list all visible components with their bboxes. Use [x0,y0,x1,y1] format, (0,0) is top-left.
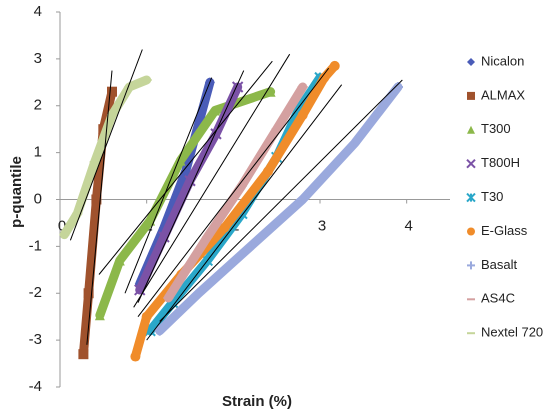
y-tick-label: -3 [29,331,42,348]
marker [466,158,476,169]
marker [175,155,186,166]
marker [467,58,475,66]
marker [329,60,340,71]
marker-part [91,194,102,205]
trend-line [137,70,245,303]
marker-part [114,255,125,266]
legend-label: T800H [481,155,520,170]
marker [210,105,221,116]
y-tick-label: 2 [34,97,42,114]
marker [83,288,94,299]
marker-part [467,125,475,134]
trend-line [69,49,143,241]
marker [158,231,170,243]
legend-label: ALMAX [481,87,525,102]
marker-part [83,288,94,299]
y-tick-label: 3 [34,50,42,67]
marker [319,72,330,83]
marker-part [158,231,170,243]
legend-label: E-Glass [481,223,528,238]
marker-part [210,128,222,140]
marker [91,194,102,205]
marker [245,241,256,252]
marker [141,311,152,322]
marker-part [180,166,191,177]
x-axis-title: Strain (%) [222,393,292,410]
marker [210,128,222,140]
marker-part [265,86,276,97]
marker [466,192,476,203]
marker-part [329,60,340,71]
marker [467,227,475,236]
marker-part [297,110,308,121]
marker-part [263,166,273,177]
y-tick-label: 0 [34,190,42,207]
marker-part [175,155,186,166]
marker [467,261,475,270]
marker [349,138,360,149]
marker-part [134,284,146,296]
marker [107,86,117,97]
trend-line [124,77,213,294]
y-tick-label: 4 [34,3,42,20]
marker [94,310,105,321]
marker [130,351,141,362]
marker-part [141,311,152,322]
marker-part [467,58,475,66]
legend-label: Nicalon [481,53,524,68]
marker [134,284,146,296]
marker-part [107,86,117,97]
x-tick-label: 0 [58,217,66,234]
marker-part [467,91,475,100]
trend-line [159,79,403,322]
y-tick-label: -1 [29,237,42,254]
marker [154,325,165,336]
trend-line [137,67,330,317]
marker-part [184,175,196,187]
y-tick-label: -4 [29,378,42,395]
marker-part [130,351,141,362]
marker-part [78,349,89,360]
y-axis-title: p-quantile [8,156,25,228]
marker [180,166,191,177]
marker [145,215,156,226]
marker-part [94,310,105,321]
marker [467,91,475,100]
marker-part [145,215,156,226]
marker [184,175,196,187]
marker [263,166,273,177]
legend-label: Basalt [481,257,518,272]
marker-part [319,72,330,83]
marker [297,194,308,205]
marker [219,222,230,233]
marker-part [210,105,221,116]
legend-label: T30 [481,189,503,204]
y-tick-label: 1 [34,144,42,161]
marker [467,125,475,134]
trend-line [133,53,291,308]
x-tick-label: 3 [318,217,326,234]
series-line [155,82,403,336]
trend-line [98,60,273,275]
series-line [130,61,340,362]
trend-line [146,84,343,341]
trend-line [86,70,113,345]
marker-part [219,222,230,233]
x-tick-label: 4 [404,217,412,234]
marker [265,86,276,97]
series-line [59,75,152,240]
marker-part [466,158,476,169]
marker [114,255,125,266]
marker [297,110,308,121]
marker-part [467,227,475,236]
legend-label: AS4C [481,291,515,306]
legend-label: T300 [481,121,511,136]
marker [78,349,89,360]
legend-label: Nextel 720 [481,325,543,340]
y-tick-label: -2 [29,284,42,301]
marker [193,288,204,299]
